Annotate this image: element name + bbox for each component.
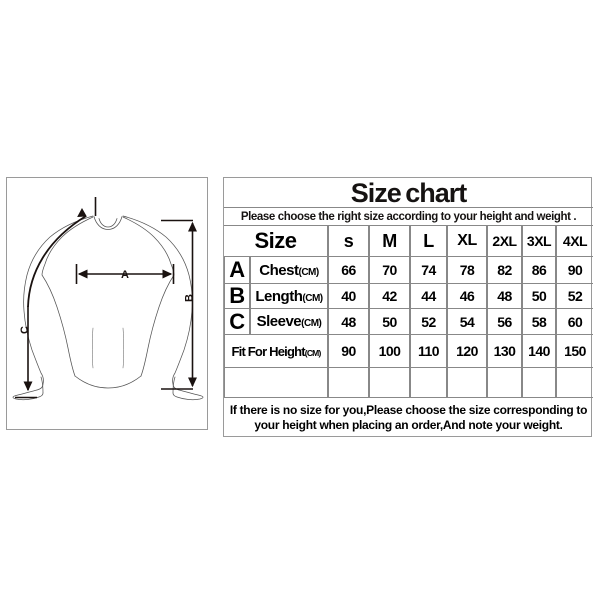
svg-text:A: A xyxy=(121,269,129,281)
svg-text:B: B xyxy=(184,294,196,302)
svg-text:C: C xyxy=(19,326,31,334)
